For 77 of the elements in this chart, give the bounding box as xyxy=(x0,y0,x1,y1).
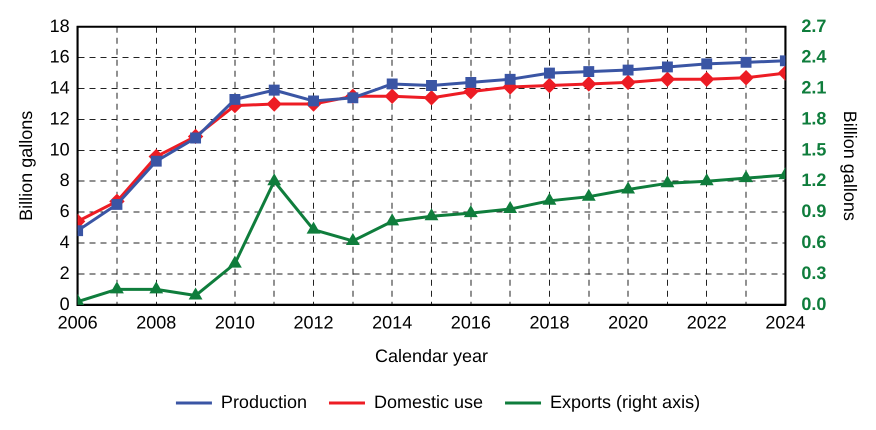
point xyxy=(622,182,635,194)
legend-label: Exports (right axis) xyxy=(550,392,700,412)
point xyxy=(660,176,674,188)
y-tick-label: 14 xyxy=(50,78,70,98)
point xyxy=(504,74,516,85)
point xyxy=(622,64,634,76)
point xyxy=(582,189,596,201)
point xyxy=(110,282,124,294)
legend-label: Domestic use xyxy=(374,392,484,412)
point xyxy=(268,174,281,186)
y-tick-label: 18 xyxy=(50,16,70,36)
point xyxy=(384,88,400,104)
point xyxy=(426,80,437,91)
y2-tick-label: 0.0 xyxy=(801,294,826,314)
point xyxy=(660,72,675,87)
y2-tick-label: 0.9 xyxy=(801,201,826,222)
point xyxy=(306,222,320,234)
y2-tick-label: 2.1 xyxy=(801,78,826,98)
point xyxy=(111,198,122,210)
x-tick-label: 2024 xyxy=(765,312,806,333)
y2-tick-label: 0.6 xyxy=(801,232,826,252)
y-tick-label: 6 xyxy=(60,201,70,222)
point xyxy=(424,208,438,220)
x-axis-title: Calendar year xyxy=(374,346,488,366)
point xyxy=(581,76,596,92)
point xyxy=(386,214,399,226)
point xyxy=(662,62,673,72)
x-tick-label: 2006 xyxy=(58,312,98,333)
point xyxy=(424,90,439,106)
y-tick-label: 16 xyxy=(50,46,70,67)
point xyxy=(740,56,752,68)
legend-label: Production xyxy=(220,392,307,412)
point xyxy=(150,156,162,167)
point xyxy=(620,74,636,90)
y-tick-label: 4 xyxy=(60,232,70,252)
x-tick-label: 2008 xyxy=(136,312,176,333)
y2-tick-label: 2.7 xyxy=(801,16,826,36)
point xyxy=(229,94,240,105)
point xyxy=(150,282,163,294)
x-tick-label: 2018 xyxy=(529,312,570,333)
y-axis-title: Billion gallons xyxy=(16,110,36,221)
y2-tick-label: 2.4 xyxy=(801,46,826,67)
point xyxy=(700,174,714,186)
point xyxy=(701,58,712,70)
point xyxy=(699,72,714,87)
point xyxy=(465,76,476,88)
y2-tick-label: 1.2 xyxy=(801,170,826,190)
x-tick-label: 2014 xyxy=(372,312,412,333)
point xyxy=(464,206,478,218)
y2-tick-label: 1.8 xyxy=(801,108,826,128)
point xyxy=(386,78,398,90)
point xyxy=(738,70,754,86)
point xyxy=(739,170,753,182)
point xyxy=(189,288,202,300)
point xyxy=(268,84,280,96)
x-tick-label: 2022 xyxy=(686,312,727,333)
point xyxy=(544,68,555,79)
point xyxy=(542,78,557,93)
point xyxy=(542,193,556,205)
y-tick-label: 10 xyxy=(50,139,70,160)
point xyxy=(308,95,319,106)
x-tick-label: 2016 xyxy=(450,312,491,333)
y-tick-label: 12 xyxy=(50,108,70,128)
point xyxy=(266,96,282,112)
y-tick-label: 0 xyxy=(60,294,70,314)
y2-axis-title: Billion gallons xyxy=(840,110,860,221)
y-tick-label: 8 xyxy=(60,170,70,190)
x-tick-label: 2020 xyxy=(608,312,648,333)
point xyxy=(504,202,517,214)
point xyxy=(583,66,594,78)
point xyxy=(346,233,360,245)
y-tick-label: 2 xyxy=(60,262,70,283)
x-tick-label: 2012 xyxy=(294,312,334,333)
y2-tick-label: 0.3 xyxy=(801,262,826,283)
x-tick-label: 2010 xyxy=(214,312,255,333)
y2-tick-label: 1.5 xyxy=(801,139,826,160)
point xyxy=(228,256,242,268)
